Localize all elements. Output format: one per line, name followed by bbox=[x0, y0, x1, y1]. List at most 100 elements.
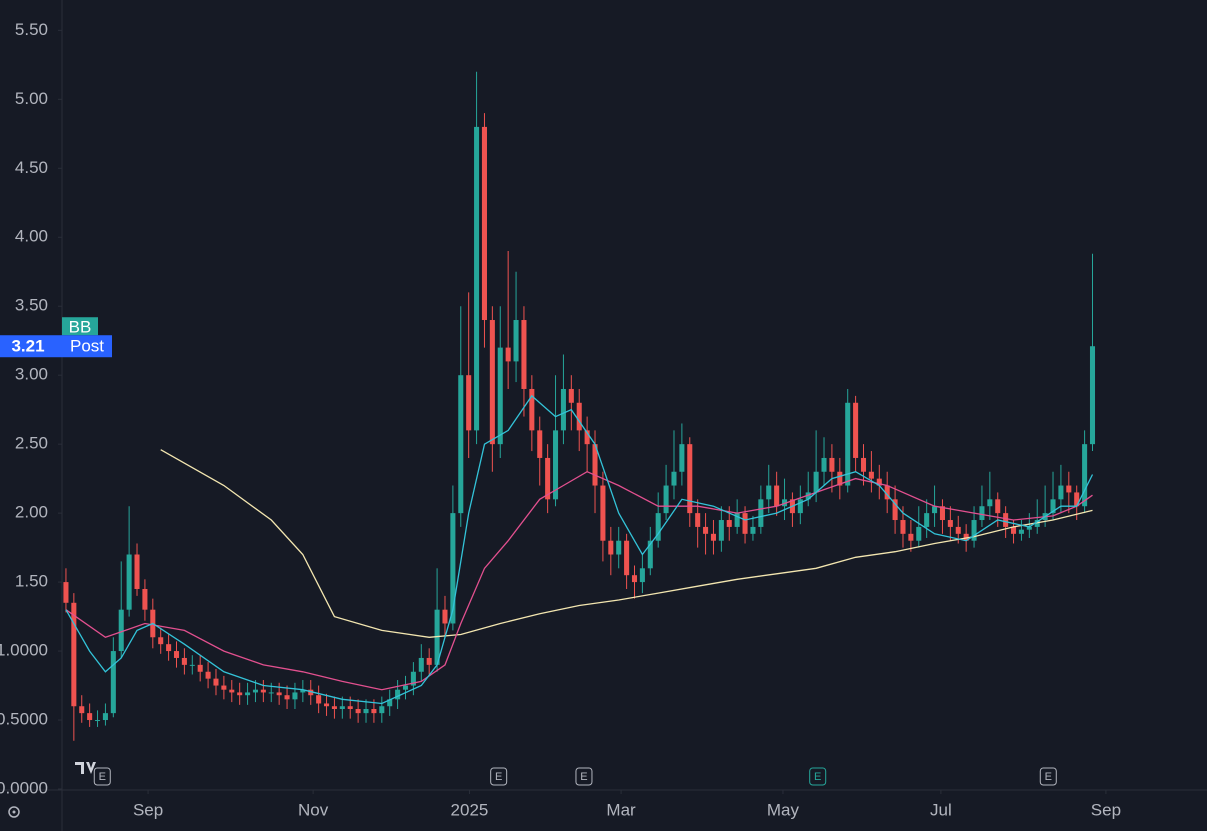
candle-body bbox=[900, 520, 906, 534]
candle-body bbox=[797, 499, 803, 514]
candle-body bbox=[221, 685, 227, 690]
y-tick-label: 4.00 bbox=[15, 227, 48, 246]
candle-body bbox=[474, 126, 480, 431]
y-tick-label: 0.5000 bbox=[0, 710, 48, 729]
candle-body bbox=[608, 540, 614, 555]
candle-body bbox=[710, 533, 716, 541]
candle-body bbox=[1011, 526, 1017, 534]
candle-body bbox=[576, 402, 582, 431]
candle-body bbox=[166, 644, 172, 652]
candle-body bbox=[450, 513, 456, 624]
candle-body bbox=[1082, 444, 1088, 507]
candle-body bbox=[402, 685, 409, 690]
y-tick-label: 1.50 bbox=[15, 572, 48, 591]
candle-body bbox=[434, 609, 440, 665]
candle-body bbox=[395, 689, 401, 700]
y-tick-label: 3.50 bbox=[15, 296, 48, 315]
moving-average-line bbox=[160, 449, 1093, 638]
plot-area bbox=[63, 71, 1096, 741]
y-tick-label: 0.0000 bbox=[0, 778, 48, 797]
price-tag: Post bbox=[70, 337, 104, 356]
candle-body bbox=[1034, 520, 1040, 527]
candle-body bbox=[260, 689, 266, 693]
candle-body bbox=[347, 706, 353, 709]
candle-body bbox=[252, 689, 258, 693]
candle-body bbox=[758, 499, 764, 527]
candle-body bbox=[655, 513, 661, 541]
candle-body bbox=[134, 554, 140, 589]
candle-body bbox=[276, 692, 282, 696]
moving-average-line bbox=[65, 394, 1094, 705]
candle-body bbox=[173, 651, 180, 658]
candle-body bbox=[829, 457, 835, 472]
earnings-marker bbox=[809, 767, 827, 786]
last-price-bg bbox=[0, 335, 62, 358]
candle-body bbox=[971, 520, 977, 541]
candle-body bbox=[560, 388, 566, 431]
candle-body bbox=[284, 695, 290, 700]
symbol-badge-bg bbox=[62, 317, 98, 336]
x-tick-label: 2025 bbox=[451, 800, 489, 819]
candle-body bbox=[529, 388, 535, 431]
candle-body bbox=[805, 492, 811, 500]
candle-body bbox=[766, 485, 772, 500]
candle-body bbox=[1050, 499, 1056, 514]
y-tick-label: 3.00 bbox=[15, 365, 48, 384]
candle-body bbox=[987, 499, 993, 507]
candle-body bbox=[371, 708, 377, 714]
candle-body bbox=[774, 485, 780, 507]
settings-icon[interactable] bbox=[8, 806, 20, 818]
candle-body bbox=[1018, 529, 1024, 534]
candle-body bbox=[703, 526, 709, 534]
candle-body bbox=[750, 526, 756, 534]
candle-body bbox=[87, 713, 93, 721]
candle-body bbox=[324, 703, 330, 707]
candle-body bbox=[521, 320, 527, 389]
candle-body bbox=[631, 575, 638, 583]
candle-body bbox=[102, 713, 108, 721]
candle-body bbox=[63, 582, 69, 603]
candle-body bbox=[363, 708, 369, 714]
candle-body bbox=[95, 720, 101, 722]
earnings-marker bbox=[490, 767, 508, 786]
candle-body bbox=[387, 699, 393, 707]
candle-body bbox=[592, 444, 598, 486]
earnings-label: E bbox=[495, 771, 502, 783]
x-tick-label: Sep bbox=[133, 800, 163, 819]
candle-body bbox=[466, 375, 472, 431]
candle-body bbox=[245, 692, 251, 696]
symbol-badge: BB bbox=[69, 318, 92, 337]
candle-body bbox=[71, 602, 77, 707]
candle-body bbox=[300, 689, 306, 693]
candle-body bbox=[1003, 513, 1009, 527]
candle-body bbox=[821, 457, 827, 472]
candle-body bbox=[158, 637, 164, 645]
candle-body bbox=[1066, 485, 1072, 493]
candle-body bbox=[426, 657, 432, 665]
earnings-label: E bbox=[99, 771, 106, 783]
candle-body bbox=[600, 485, 606, 541]
candle-body bbox=[292, 692, 298, 700]
candle-body bbox=[418, 657, 424, 672]
candle-body bbox=[734, 513, 740, 527]
logo bbox=[75, 762, 96, 774]
candle-body bbox=[189, 664, 195, 666]
candle-body bbox=[647, 540, 653, 569]
candle-body bbox=[205, 671, 211, 679]
candle-body bbox=[513, 320, 519, 362]
candle-body bbox=[687, 444, 693, 514]
candle-body bbox=[1074, 492, 1080, 507]
candle-body bbox=[537, 430, 543, 458]
candle-body bbox=[892, 499, 898, 521]
candle-body bbox=[813, 471, 819, 493]
y-tick-label: 2.00 bbox=[15, 503, 48, 522]
candle-body bbox=[79, 706, 85, 714]
candle-body bbox=[331, 706, 337, 709]
x-tick-label: Jul bbox=[930, 800, 952, 819]
earnings-marker bbox=[93, 767, 111, 786]
candle-body bbox=[616, 540, 622, 555]
candle-body bbox=[663, 485, 669, 514]
y-tick-label: 1.0000 bbox=[0, 641, 48, 660]
